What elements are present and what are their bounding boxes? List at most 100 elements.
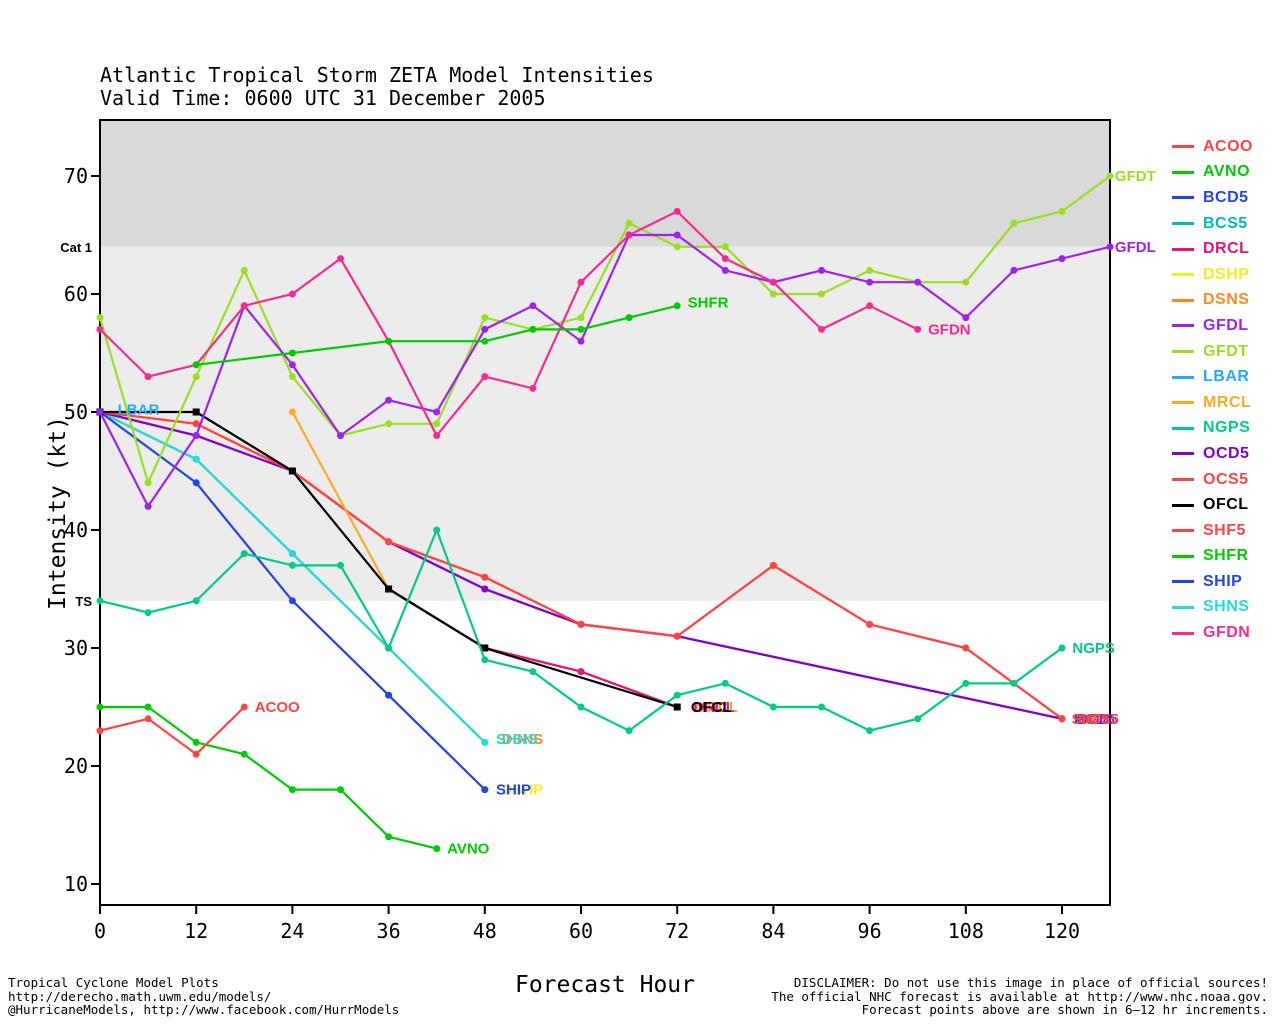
series-GFDL-marker xyxy=(577,337,585,345)
series-AVNO-marker xyxy=(144,703,152,711)
series-GFDL-marker xyxy=(433,408,441,416)
series-NGPS-marker xyxy=(769,703,777,711)
series-SHFR-marker xyxy=(481,337,489,345)
hurricane-cat1-band xyxy=(100,120,1110,247)
series-GFDL-marker xyxy=(144,502,152,510)
series-SHFR-marker xyxy=(529,325,537,333)
series-AVNO-marker xyxy=(433,845,441,853)
y-tick-label: 70 xyxy=(64,164,88,188)
series-label-LBAR: LBAR xyxy=(118,402,160,419)
series-SHIP-marker xyxy=(288,597,296,605)
series-NGPS-marker xyxy=(337,561,345,569)
legend-label-LBAR: LBAR xyxy=(1203,368,1250,386)
series-GFDN-marker xyxy=(721,255,729,263)
series-ACOO-marker xyxy=(144,715,152,723)
series-ACOO-marker xyxy=(240,703,248,711)
series-label-DRCL: DRCL xyxy=(693,699,735,716)
series-GFDN-marker xyxy=(96,325,104,333)
series-label-NGPS: NGPS xyxy=(1072,640,1115,657)
series-label-OFCL: OFCL xyxy=(691,699,732,716)
series-NGPS-marker xyxy=(962,679,970,687)
series-OCS5-marker xyxy=(962,644,970,652)
series-GFDL-marker xyxy=(818,266,826,274)
series-OFCL-marker xyxy=(481,644,489,652)
x-tick-label: 60 xyxy=(569,919,593,943)
series-NGPS-marker xyxy=(1058,644,1066,652)
x-axis-title: Forecast Hour xyxy=(514,972,695,998)
series-OCS5-marker xyxy=(1058,715,1066,723)
series-ACOO-marker xyxy=(96,727,104,735)
series-SHNS-marker xyxy=(288,550,296,558)
band-label-ts: TS xyxy=(75,594,92,609)
series-label-OCS5: OCS5 xyxy=(1078,711,1119,728)
series-OCS5-marker xyxy=(385,538,393,546)
legend-dash-GFDT xyxy=(1172,350,1194,354)
legend-label-DSHP: DSHP xyxy=(1203,265,1250,283)
series-ACOO-marker xyxy=(192,750,200,758)
credit-text: Tropical Cyclone Model Plots http://dere… xyxy=(8,976,399,1017)
legend-item-SHNS: SHNS xyxy=(1172,595,1253,621)
legend-dash-OCS5 xyxy=(1172,478,1194,482)
legend-dash-AVNO xyxy=(1172,170,1194,174)
y-tick-label: 50 xyxy=(64,400,88,424)
legend-item-OFCL: OFCL xyxy=(1172,492,1253,518)
legend-label-OCS5: OCS5 xyxy=(1203,470,1249,488)
series-GFDL-marker xyxy=(192,432,200,440)
credit-line-1: Tropical Cyclone Model Plots xyxy=(8,975,219,990)
series-GFDN-marker xyxy=(288,290,296,298)
series-NGPS-marker xyxy=(866,727,874,735)
legend-item-SHIP: SHIP xyxy=(1172,569,1253,595)
series-GFDT-line xyxy=(98,175,1111,486)
y-tick-label: 20 xyxy=(64,754,88,778)
series-DRCL-marker xyxy=(577,668,585,676)
series-NGPS-marker xyxy=(1010,679,1018,687)
legend-label-SHIP: SHIP xyxy=(1203,572,1243,590)
series-AVNO-marker xyxy=(192,738,200,746)
series-GFDN-marker xyxy=(144,373,152,381)
legend-label-NGPS: NGPS xyxy=(1203,419,1251,437)
legend-dash-SHNS xyxy=(1172,605,1194,609)
credit-line-2: http://derecho.math.uwm.edu/models/ xyxy=(8,988,272,1004)
series-OCS5-marker xyxy=(481,573,489,581)
legend-label-AVNO: AVNO xyxy=(1203,163,1251,181)
series-GFDN-marker xyxy=(866,302,874,310)
series-GFDN-marker xyxy=(818,325,826,333)
legend-dash-SHF5 xyxy=(1172,529,1194,533)
series-GFDT-marker xyxy=(866,266,874,274)
series-NGPS-marker xyxy=(673,691,681,699)
series-GFDT-marker xyxy=(192,373,200,381)
series-label-BCD5: BCD5 xyxy=(1074,711,1115,728)
series-GFDL-marker xyxy=(866,278,874,286)
disclaimer-text: DISCLAIMER: Do not use this image in pla… xyxy=(771,976,1268,1017)
series-GFDN-marker xyxy=(337,255,345,263)
series-label-DSHP: DSHP xyxy=(502,782,544,799)
series-MRCL-marker xyxy=(288,408,296,416)
band-label-cat-1: Cat 1 xyxy=(60,240,92,255)
series-NGPS-marker xyxy=(914,715,922,723)
series-GFDL-marker xyxy=(96,408,104,416)
legend-dash-GFDN xyxy=(1172,631,1194,635)
series-AVNO-marker xyxy=(385,833,393,841)
series-NGPS-marker xyxy=(144,609,152,617)
legend-item-DSHP: DSHP xyxy=(1172,262,1253,288)
series-NGPS-marker xyxy=(481,656,489,664)
series-GFDN-marker xyxy=(240,302,248,310)
legend-dash-ACOO xyxy=(1172,145,1194,149)
series-OCS5-marker xyxy=(577,620,585,628)
series-GFDL-marker xyxy=(673,231,681,239)
x-tick-label: 108 xyxy=(948,919,984,943)
series-GFDL-marker xyxy=(288,361,296,369)
tropical-storm-band xyxy=(100,246,1110,601)
series-SHIP-marker xyxy=(385,691,393,699)
series-SHFR-marker xyxy=(577,325,585,333)
legend-dash-SHIP xyxy=(1172,580,1194,584)
series-SHIP-marker xyxy=(192,479,200,487)
series-SHFR-line xyxy=(196,304,678,366)
series-OFCL-marker xyxy=(192,408,200,416)
x-tick-label: 96 xyxy=(858,919,882,943)
disclaimer-line-2: The official NHC forecast is available a… xyxy=(771,988,1268,1004)
plot-border xyxy=(99,119,1111,906)
series-label-GFDT: GFDT xyxy=(1115,168,1156,185)
series-GFDN-marker xyxy=(481,373,489,381)
